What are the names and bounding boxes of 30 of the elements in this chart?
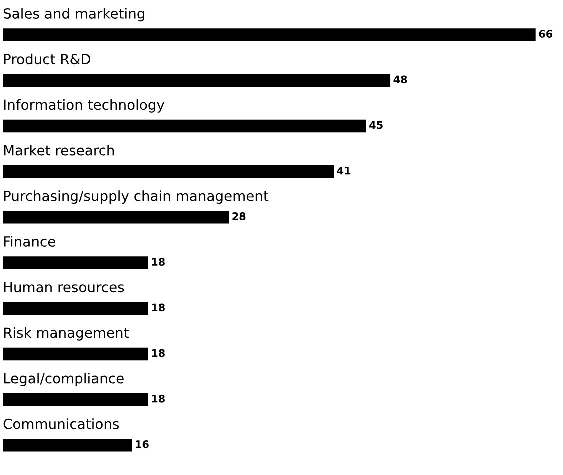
data-label: 48 <box>394 76 408 84</box>
data-label: 45 <box>370 121 383 130</box>
data-label: 41 <box>337 167 351 175</box>
bar <box>3 302 148 315</box>
bar <box>3 393 148 406</box>
bar <box>3 211 230 224</box>
y-tick-label: Purchasing/supply chain management <box>4 190 269 204</box>
data-label: 66 <box>539 30 553 38</box>
bar <box>3 74 391 87</box>
data-label: 28 <box>232 212 246 220</box>
bar <box>3 439 132 452</box>
data-label: 18 <box>152 304 165 312</box>
y-tick-label: Legal/compliance <box>4 373 124 386</box>
y-tick-label: Product R&D <box>4 54 91 65</box>
y-tick-label: Sales and marketing <box>4 8 144 22</box>
y-tick-label: Market research <box>4 145 114 156</box>
data-label: 18 <box>152 349 165 358</box>
y-tick-label: Human resources <box>4 282 124 293</box>
y-tick-label: Information technology <box>4 99 165 113</box>
data-label: 16 <box>136 440 149 448</box>
bar <box>3 120 366 133</box>
y-tick-label: Risk management <box>4 327 129 341</box>
bar <box>3 28 536 42</box>
bar <box>3 165 334 178</box>
data-label: 18 <box>152 258 165 266</box>
y-tick-label: Communications <box>4 418 120 430</box>
bar <box>3 348 148 361</box>
data-label: 18 <box>152 394 165 403</box>
bar <box>3 256 148 270</box>
y-tick-label: Finance <box>4 236 56 247</box>
